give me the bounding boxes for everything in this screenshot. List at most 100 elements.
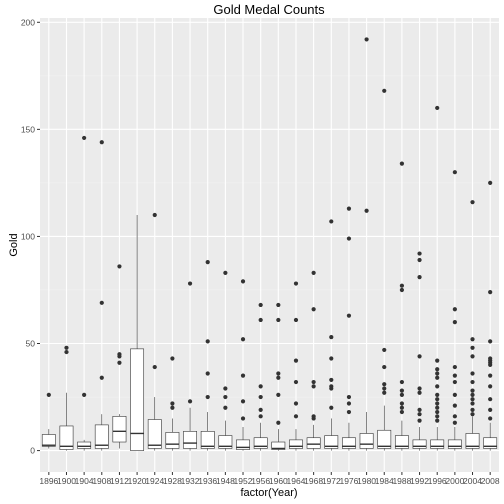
outlier-point: [276, 302, 281, 308]
box-1972: [324, 219, 339, 451]
outlier-point: [205, 371, 210, 376]
outlier-point: [223, 386, 228, 391]
x-tick-label: 1976: [339, 476, 358, 486]
outlier-point: [435, 405, 440, 410]
outlier-point: [329, 356, 334, 361]
outlier-point: [435, 367, 440, 372]
outlier-point: [417, 418, 422, 423]
x-tick-label: 2000: [445, 476, 464, 486]
outlier-point: [293, 358, 299, 363]
y-axis-ticks: 0 50 100 150 200: [21, 17, 40, 456]
outlier-point: [435, 397, 440, 402]
box-iqr: [271, 441, 286, 450]
outlier-point: [417, 354, 422, 359]
outlier-point: [435, 105, 440, 111]
box-1988: [394, 161, 409, 451]
x-tick-label: 1900: [57, 476, 76, 486]
outlier-point: [293, 317, 299, 323]
outlier-point: [82, 392, 87, 398]
outlier-point: [258, 414, 263, 419]
outlier-point: [205, 260, 210, 265]
outlier-point: [364, 37, 369, 42]
x-tick-label: 1924: [145, 476, 164, 486]
outlier-point: [329, 219, 334, 224]
outlier-point: [435, 371, 440, 376]
outlier-point: [117, 360, 122, 365]
box-1896: [41, 392, 56, 449]
outlier-point: [346, 236, 352, 241]
outlier-point: [470, 354, 475, 359]
box-1908: [94, 140, 109, 451]
outlier-point: [329, 384, 334, 389]
box-1996: [430, 105, 445, 451]
box-iqr: [430, 439, 445, 449]
box-1928: [165, 356, 180, 451]
x-tick-label: 1988: [392, 476, 411, 486]
x-tick-label: 1980: [357, 476, 376, 486]
outlier-point: [240, 279, 246, 284]
outlier-point: [99, 375, 104, 380]
box-1948: [218, 270, 233, 451]
outlier-point: [435, 401, 440, 406]
box-1984: [377, 88, 392, 451]
outlier-point: [240, 416, 246, 421]
box-2000: [447, 170, 462, 451]
outlier-point: [399, 379, 405, 385]
outlier-point: [417, 407, 422, 412]
outlier-point: [452, 307, 457, 312]
x-tick-label: 1984: [375, 476, 394, 486]
outlier-point: [488, 407, 493, 412]
box-1924: [147, 212, 162, 451]
outlier-point: [488, 397, 493, 402]
x-tick-label: 1964: [287, 476, 306, 486]
outlier-point: [470, 200, 475, 205]
outlier-point: [452, 379, 457, 385]
outlier-point: [293, 281, 299, 286]
outlier-point: [399, 409, 405, 415]
outlier-point: [435, 384, 440, 389]
outlier-point: [117, 352, 122, 357]
box-iqr: [200, 431, 215, 449]
outlier-point: [346, 394, 352, 400]
outlier-point: [170, 356, 175, 361]
outlier-point: [258, 407, 263, 412]
box-iqr: [412, 439, 427, 449]
outlier-point: [470, 388, 475, 393]
outlier-point: [276, 371, 281, 376]
box-1920: [130, 215, 145, 451]
outlier-point: [364, 208, 369, 213]
outlier-point: [417, 275, 422, 280]
x-tick-label: 1972: [322, 476, 341, 486]
outlier-point: [240, 373, 246, 378]
outlier-point: [452, 373, 457, 378]
outlier-point: [399, 388, 405, 393]
x-tick-label: 1996: [428, 476, 447, 486]
box-1976: [342, 206, 356, 451]
outlier-point: [329, 405, 334, 410]
outlier-point: [64, 349, 69, 355]
outlier-point: [417, 386, 422, 391]
outlier-point: [470, 337, 475, 342]
box-1900: [59, 345, 74, 451]
outlier-point: [435, 392, 440, 398]
box-iqr: [342, 437, 356, 449]
outlier-point: [205, 394, 210, 400]
outlier-point: [435, 358, 440, 363]
box-1952: [236, 279, 250, 451]
outlier-point: [470, 379, 475, 385]
outlier-point: [293, 401, 299, 406]
box-1960: [271, 302, 286, 451]
box-1904: [77, 135, 92, 451]
outlier-point: [452, 392, 457, 398]
x-tick-label: 1932: [181, 476, 200, 486]
outlier-point: [346, 313, 352, 318]
x-tick-label: 1896: [39, 476, 58, 486]
box-iqr: [130, 348, 145, 451]
outlier-point: [435, 409, 440, 415]
box-iqr: [359, 433, 374, 449]
box-1992: [412, 251, 427, 451]
outlier-point: [470, 371, 475, 376]
outlier-point: [276, 375, 281, 380]
y-tick-label: 0: [30, 446, 35, 456]
box-iqr: [112, 416, 127, 443]
